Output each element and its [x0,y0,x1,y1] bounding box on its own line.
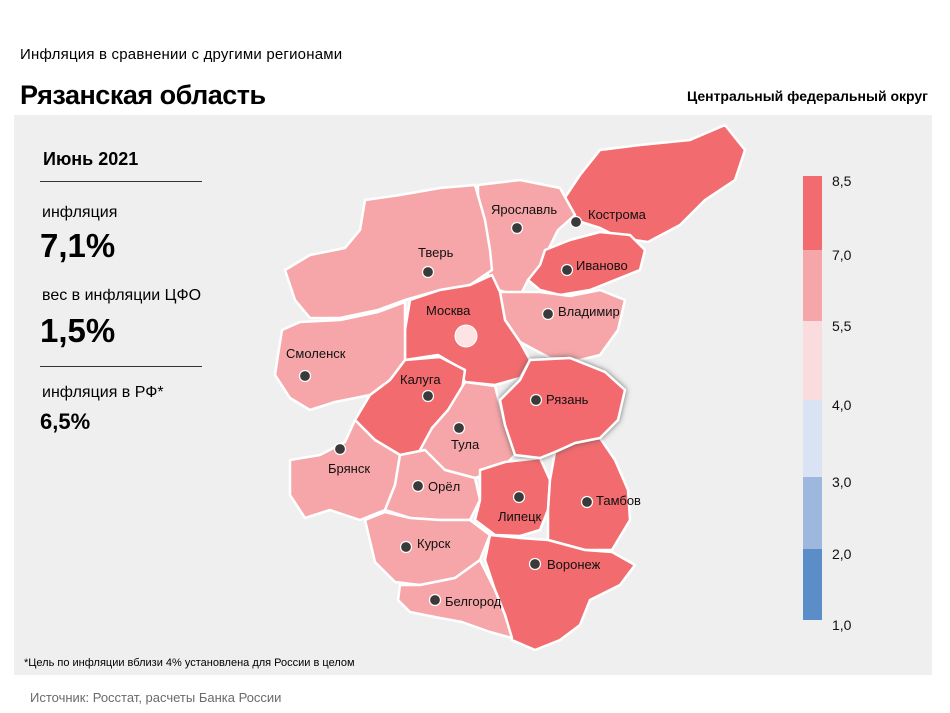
legend-tick-label: 8,5 [832,173,852,189]
city-label: Курск [417,536,451,551]
city-label: Москва [426,303,471,318]
city-marker [569,215,583,229]
district-label: Центральный федеральный округ [686,88,928,104]
legend-tick-label: 2,0 [832,546,852,562]
city-marker [512,490,526,504]
city-marker [333,442,347,456]
city-label: Тверь [418,245,454,260]
footnote: *Цель по инфляции вблизи 4% установлена … [24,657,355,669]
city-label: Тамбов [596,493,641,508]
city-label: Орёл [428,479,460,494]
legend-bin [803,250,822,321]
city-marker [421,389,435,403]
region-Белгород [396,558,514,640]
legend-tick-label: 3,0 [832,474,852,490]
legend-bin [803,176,822,250]
legend-bin [803,400,822,477]
capital-marker [454,324,478,348]
city-label: Воронеж [547,557,601,572]
inflation-label: инфляция [42,204,118,221]
period-label: Июнь 2021 [43,149,139,169]
city-label: Калуга [400,372,441,387]
city-label: Смоленск [286,346,346,361]
city-marker [428,593,442,607]
city-marker [529,393,543,407]
region-Иваново [526,230,647,297]
rf-inflation-label: инфляция в РФ* [42,384,164,401]
region-Кострома [558,123,747,244]
legend-tick-label: 4,0 [832,397,852,413]
city-marker [541,307,555,321]
page-title: Рязанская область [20,80,266,110]
city-label: Кострома [588,207,647,222]
legend-tick-label: 1,0 [832,617,852,633]
city-marker [399,540,413,554]
city-label: Ярославль [491,202,557,217]
city-label: Рязань [546,392,589,407]
city-marker [510,221,524,235]
rf-inflation-value: 6,5% [40,409,91,434]
chart-subtitle: Инфляция в сравнении с другими регионами [20,46,343,63]
city-marker [452,421,466,435]
city-label: Тула [451,437,480,452]
source-note: Источник: Росстат, расчеты Банка России [30,690,282,705]
legend-tick-label: 7,0 [832,247,852,263]
region-Тверь [283,183,494,320]
inflation-value: 7,1% [40,227,116,264]
city-label: Владимир [558,304,620,319]
city-marker [298,369,312,383]
city-marker [411,479,425,493]
city-label: Белгород [445,594,502,609]
region-Курск [363,510,492,587]
weight-value: 1,5% [40,312,116,349]
city-marker [528,557,542,571]
city-marker [560,263,574,277]
region-Липецк [473,456,552,538]
divider [40,366,202,367]
city-marker [421,265,435,279]
legend-bin [803,549,822,620]
legend-bin [803,477,822,549]
legend-bin [803,321,822,400]
region-Рязань [498,356,627,460]
city-label: Брянск [328,461,370,476]
city-label: Липецк [498,509,542,524]
city-label: Иваново [576,258,628,273]
city-marker [580,495,594,509]
weight-label: вес в инфляции ЦФО [42,287,202,304]
legend-tick-label: 5,5 [832,318,852,334]
divider [40,181,202,182]
